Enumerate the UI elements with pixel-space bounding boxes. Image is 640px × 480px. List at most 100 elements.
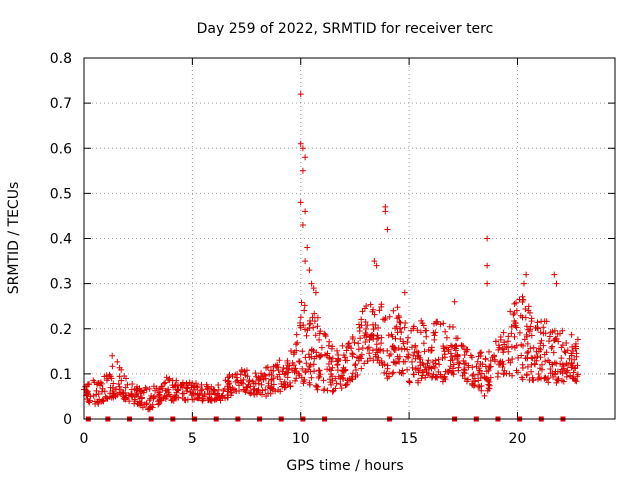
data-point [317,328,324,335]
data-point [373,262,380,269]
data-point [131,386,138,393]
data-point [114,358,121,365]
data-point [391,359,398,366]
data-point [527,323,534,330]
y-tick-label: 0.1 [50,367,72,383]
data-point [267,390,274,397]
data-point [419,360,426,367]
data-point [461,375,468,382]
data-point [390,307,397,314]
data-point [309,314,316,321]
data-point [313,382,319,389]
data-point [475,371,481,378]
data-point [308,280,315,287]
data-point [476,365,483,372]
data-point [574,371,581,378]
data-point [170,384,177,391]
data-point [277,376,284,383]
data-point [375,324,382,331]
data-point [278,380,285,387]
data-point [364,322,371,329]
data-point [116,389,123,396]
data-point [194,383,201,390]
data-point [362,319,369,325]
data-point [569,375,576,382]
data-point [302,368,309,374]
data-point [155,392,161,399]
data-point [270,381,277,388]
y-axis-label: SRMTID / TECUs [6,182,22,295]
data-point [199,386,206,393]
data-point [538,318,545,325]
data-point [301,307,308,314]
data-point [513,299,519,306]
data-point [328,358,335,365]
data-point [411,371,417,378]
data-point [151,393,158,400]
data-point [399,367,406,374]
data-point [329,364,336,371]
data-point [96,380,102,387]
data-point [162,379,169,386]
data-point [417,329,424,336]
data-point [107,373,114,380]
data-point [237,377,244,384]
data-point [543,318,550,325]
data-point [461,366,467,373]
data-point [451,298,458,305]
data-point [152,387,159,394]
data-point [500,361,507,368]
data-point [208,397,215,404]
data-point [214,390,221,397]
data-point [396,319,403,325]
data-point [559,370,566,377]
data-point [367,355,373,362]
data-point [363,334,370,341]
data-point [226,371,233,378]
data-point [311,355,318,362]
data-point [382,315,389,322]
data-point [349,370,356,377]
data-point [415,352,422,359]
data-point [342,366,349,373]
data-point [478,349,485,356]
data-point [251,386,258,392]
data-point [521,280,527,287]
data-point [216,394,223,401]
data-point [386,352,393,359]
data-point [554,368,561,375]
data-point [109,363,116,370]
data-point [240,376,247,383]
data-point [124,381,131,388]
data-point [388,331,395,338]
data-point [304,244,311,251]
data-point [155,401,162,408]
data-point [460,343,467,349]
data-point [422,327,429,334]
data-point [461,361,468,368]
data-point [574,362,581,369]
data-point [172,392,178,399]
data-point [168,397,175,404]
data-point [99,385,106,392]
data-point [475,377,482,384]
data-point [422,374,429,381]
data-point [453,335,460,342]
data-point [116,364,123,371]
data-point [492,338,499,345]
data-point [539,361,545,368]
data-point [483,368,490,375]
data-point [507,359,514,366]
data-point [349,350,356,357]
data-point [328,345,335,352]
data-point [205,397,211,404]
data-point [137,399,144,406]
data-point [525,348,532,355]
data-point [366,350,373,357]
data-point [486,385,493,392]
data-point [454,353,461,360]
data-point [321,386,328,393]
data-point [161,380,167,387]
data-point [568,364,575,371]
data-point [441,373,448,380]
